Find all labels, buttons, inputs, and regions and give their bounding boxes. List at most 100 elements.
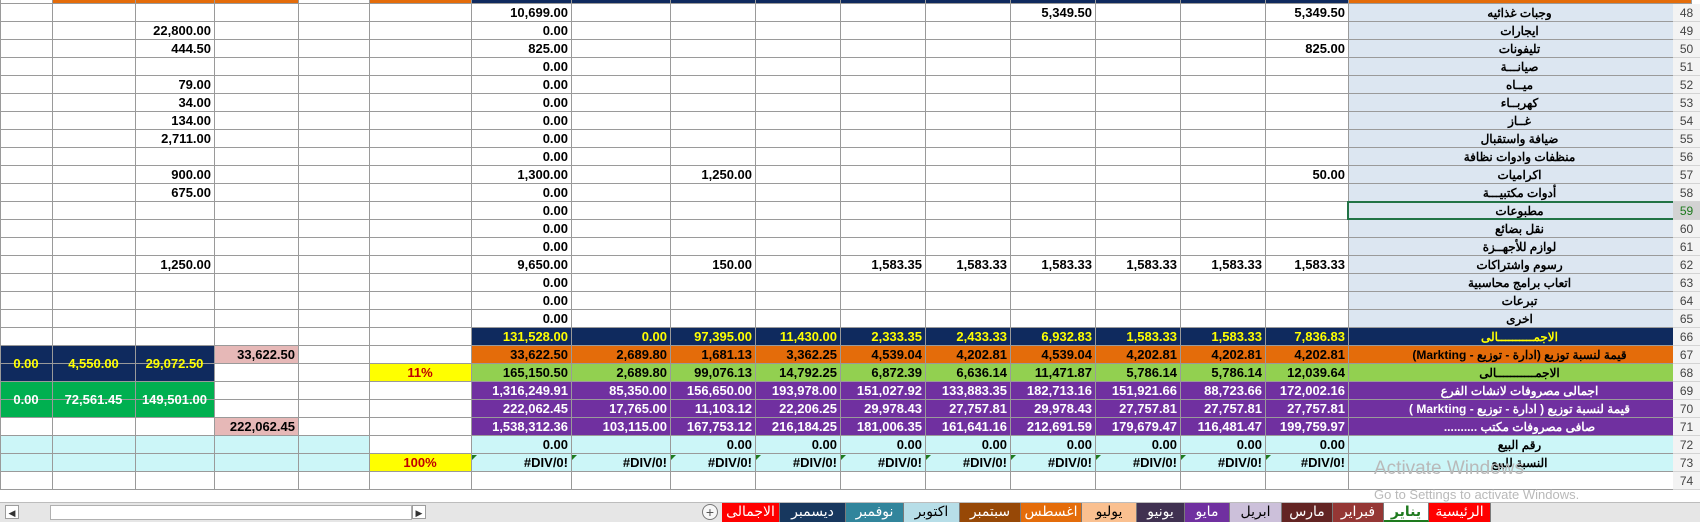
- sheet-tab[interactable]: يونيو: [1137, 503, 1185, 522]
- value-cell[interactable]: 79.00: [178, 77, 211, 92]
- value-cell[interactable]: 116,481.47: [1197, 419, 1262, 434]
- value-cell[interactable]: 1,250.00: [160, 257, 211, 272]
- value-cell[interactable]: 0.00: [1151, 437, 1177, 452]
- value-cell[interactable]: 0.00: [542, 203, 568, 218]
- value-cell[interactable]: 29,978.43: [864, 401, 922, 416]
- row-label-cell[interactable]: قيمة لنسبة توزيع ( ادارة - توزيع - Markt…: [1409, 402, 1630, 416]
- row-header[interactable]: 55: [1673, 130, 1700, 148]
- value-cell[interactable]: 0.00: [981, 437, 1007, 452]
- row-header[interactable]: 70: [1673, 400, 1700, 418]
- value-cell[interactable]: 2,433.33: [956, 329, 1007, 344]
- row-header[interactable]: 65: [1673, 310, 1700, 328]
- sheet-tab[interactable]: الاجمالى: [722, 503, 780, 522]
- row-header[interactable]: 71: [1673, 418, 1700, 436]
- row-label-cell[interactable]: مطبوعات: [1495, 204, 1544, 218]
- row-label-cell[interactable]: صافى مصروفات مكتب ..........: [1443, 420, 1596, 434]
- value-cell[interactable]: 0.00: [13, 392, 39, 407]
- value-cell[interactable]: 29,978.43: [1034, 401, 1092, 416]
- sheet-tab[interactable]: نوفمبر: [846, 503, 904, 522]
- value-cell[interactable]: 134.00: [171, 113, 211, 128]
- value-cell[interactable]: #DIV/0!: [1047, 455, 1092, 470]
- value-cell[interactable]: 675.00: [171, 185, 211, 200]
- row-label-cell[interactable]: قيمة لنسبة توزيع (ادارة - توزيع - Markti…: [1412, 348, 1627, 362]
- row-label-cell[interactable]: غــاز: [1508, 114, 1531, 128]
- value-cell[interactable]: 22,800.00: [153, 23, 211, 38]
- value-cell[interactable]: 88,723.66: [1204, 383, 1262, 398]
- row-label-cell[interactable]: منظفات وادوات نظافة: [1463, 150, 1576, 164]
- value-cell[interactable]: 6,636.14: [956, 365, 1007, 380]
- value-cell[interactable]: 4,539.04: [871, 347, 922, 362]
- value-cell[interactable]: 2,333.35: [871, 329, 922, 344]
- row-header[interactable]: 69: [1673, 382, 1700, 400]
- row-label-cell[interactable]: اخرى: [1506, 312, 1533, 326]
- value-cell[interactable]: 12,039.64: [1287, 365, 1345, 380]
- value-cell[interactable]: 103,115.00: [602, 419, 667, 434]
- value-cell[interactable]: 151,027.92: [856, 383, 922, 398]
- value-cell[interactable]: 9,650.00: [517, 257, 568, 272]
- value-cell[interactable]: 222,062.45: [229, 419, 295, 434]
- value-cell[interactable]: 4,550.00: [68, 356, 119, 371]
- value-cell[interactable]: 0.00: [542, 113, 568, 128]
- row-label-cell[interactable]: تبرعات: [1501, 294, 1538, 308]
- value-cell[interactable]: 17,765.00: [609, 401, 667, 416]
- row-label-cell[interactable]: الاجمـــــــــــالى: [1479, 366, 1560, 380]
- row-header[interactable]: 59: [1673, 202, 1700, 220]
- value-cell[interactable]: 167,753.12: [686, 419, 752, 434]
- sheet-tab[interactable]: الرئيسية: [1429, 503, 1491, 522]
- value-cell[interactable]: 11,430.00: [779, 329, 837, 344]
- value-cell[interactable]: 0.00: [896, 437, 922, 452]
- row-label-cell[interactable]: اكراميات: [1497, 168, 1542, 182]
- value-cell[interactable]: 0.00: [542, 95, 568, 110]
- value-cell[interactable]: 1,583.33: [1294, 257, 1345, 272]
- row-label-cell[interactable]: ضيافة واستقبال: [1480, 132, 1559, 146]
- value-cell[interactable]: 900.00: [171, 167, 211, 182]
- value-cell[interactable]: 0.00: [13, 356, 39, 371]
- sheet-tab[interactable]: سبتمبر: [960, 503, 1021, 522]
- value-cell[interactable]: 2,689.80: [616, 365, 667, 380]
- horizontal-scrollbar[interactable]: [50, 505, 412, 520]
- value-cell[interactable]: 2,711.00: [161, 131, 211, 146]
- value-cell[interactable]: 11,471.87: [1034, 365, 1092, 380]
- row-label-cell[interactable]: رسوم واشتراكات: [1476, 258, 1563, 272]
- row-label-cell[interactable]: تليفونات: [1498, 42, 1541, 56]
- value-cell[interactable]: 1,583.33: [1126, 329, 1177, 344]
- row-header[interactable]: 58: [1673, 184, 1700, 202]
- value-cell[interactable]: 149,501.00: [141, 392, 208, 407]
- value-cell[interactable]: 27,757.81: [949, 401, 1007, 416]
- value-cell[interactable]: 22,206.25: [779, 401, 837, 416]
- value-cell[interactable]: 165,150.50: [502, 365, 568, 380]
- value-cell[interactable]: 0.00: [542, 185, 568, 200]
- value-cell[interactable]: 156,650.00: [686, 383, 752, 398]
- value-cell[interactable]: 825.00: [528, 41, 568, 56]
- value-cell[interactable]: #DIV/0!: [622, 455, 667, 470]
- row-label-cell[interactable]: كهربــاء: [1500, 96, 1539, 110]
- value-cell[interactable]: 4,202.81: [1211, 347, 1262, 362]
- sheet-tab[interactable]: فبراير: [1333, 503, 1384, 522]
- value-cell[interactable]: 1,583.35: [871, 257, 922, 272]
- value-cell[interactable]: #DIV/0!: [523, 455, 568, 470]
- row-header[interactable]: 63: [1673, 274, 1700, 292]
- row-header[interactable]: 61: [1673, 238, 1700, 256]
- row-header[interactable]: 64: [1673, 292, 1700, 310]
- row-label-cell[interactable]: نقل بضائع: [1495, 222, 1544, 236]
- value-cell[interactable]: 1,583.33: [1211, 329, 1262, 344]
- value-cell[interactable]: 444.50: [171, 41, 211, 56]
- value-cell[interactable]: 0.00: [726, 437, 752, 452]
- value-cell[interactable]: 0.00: [542, 311, 568, 326]
- value-cell[interactable]: 1,316,249.91: [492, 383, 568, 398]
- value-cell[interactable]: 0.00: [542, 77, 568, 92]
- sheet-tab[interactable]: يوليو: [1082, 503, 1137, 522]
- value-cell[interactable]: #DIV/0!: [962, 455, 1007, 470]
- row-header[interactable]: 62: [1673, 256, 1700, 274]
- value-cell[interactable]: 1,583.33: [1211, 257, 1262, 272]
- row-label-cell[interactable]: اتعاب برامج محاسبية: [1467, 276, 1572, 290]
- row-label-cell[interactable]: اجمالى مصروفات لانشات الفرع: [1440, 384, 1599, 398]
- value-cell[interactable]: 0.00: [542, 239, 568, 254]
- value-cell[interactable]: #DIV/0!: [792, 455, 837, 470]
- row-label-cell[interactable]: صيانـــة: [1500, 60, 1539, 74]
- value-cell[interactable]: 100%: [403, 455, 437, 470]
- row-label-cell[interactable]: رقم البيع: [1497, 438, 1542, 452]
- row-header[interactable]: 67: [1673, 346, 1700, 364]
- value-cell[interactable]: 181,006.35: [856, 419, 922, 434]
- value-cell[interactable]: 179,679.47: [1111, 419, 1177, 434]
